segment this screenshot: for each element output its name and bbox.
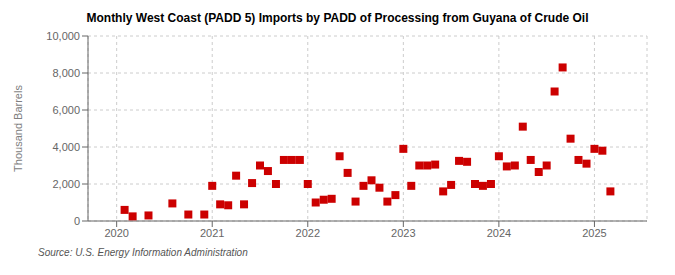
html-text:Monthly West Coast (PADD 5) Im: Monthly West Coast (PADD 5) Imports by P… — [86, 11, 589, 25]
svg-text:0: 0 — [74, 215, 80, 227]
svg-text:2,000: 2,000 — [52, 178, 80, 190]
svg-text:2022: 2022 — [296, 227, 320, 239]
svg-text:2024: 2024 — [487, 227, 511, 239]
svg-text:8,000: 8,000 — [52, 67, 80, 79]
svg-text:2023: 2023 — [391, 227, 415, 239]
html-text:Source: U.S. Energy Informatio: Source: U.S. Energy Information Administ… — [38, 247, 248, 258]
svg-text:10,000: 10,000 — [46, 30, 80, 42]
svg-text:Thousand Barrels: Thousand Barrels — [12, 85, 24, 172]
svg-text:2025: 2025 — [582, 227, 606, 239]
svg-text:6,000: 6,000 — [52, 104, 80, 116]
svg-text:2021: 2021 — [200, 227, 224, 239]
svg-text:4,000: 4,000 — [52, 141, 80, 153]
svg-text:2020: 2020 — [104, 227, 128, 239]
